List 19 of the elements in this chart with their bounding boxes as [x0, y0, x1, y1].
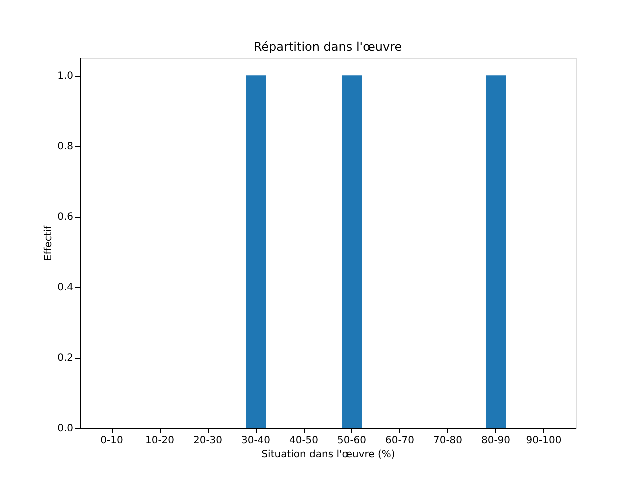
x-tick-label: 10-20 [145, 436, 175, 446]
y-tick-label: 0.2 [58, 353, 74, 364]
x-tick-label: 40-50 [289, 436, 319, 446]
y-tick-label: 0.6 [58, 212, 74, 224]
x-tick-label: 80-90 [481, 436, 511, 446]
x-tick-label: 0-10 [100, 436, 124, 446]
x-tick-label: 30-40 [241, 436, 271, 446]
y-tick-label: 0.8 [58, 142, 74, 153]
x-tick-label: 70-80 [433, 436, 463, 446]
x-axis-title: Situation dans l'œuvre (%) [262, 450, 396, 460]
x-tick-label: 50-60 [337, 436, 367, 446]
x-tick-label: 60-70 [385, 436, 415, 446]
y-tick-label: 0.0 [58, 424, 74, 434]
x-tick-label: 20-30 [193, 436, 223, 446]
y-tick-label: 1.0 [58, 71, 74, 82]
y-axis-title: Effectif [44, 225, 55, 262]
chart-title: Répartition dans l'œuvre [254, 40, 402, 54]
x-tick-label: 90-100 [526, 436, 562, 446]
y-tick-label: 0.4 [58, 282, 74, 294]
